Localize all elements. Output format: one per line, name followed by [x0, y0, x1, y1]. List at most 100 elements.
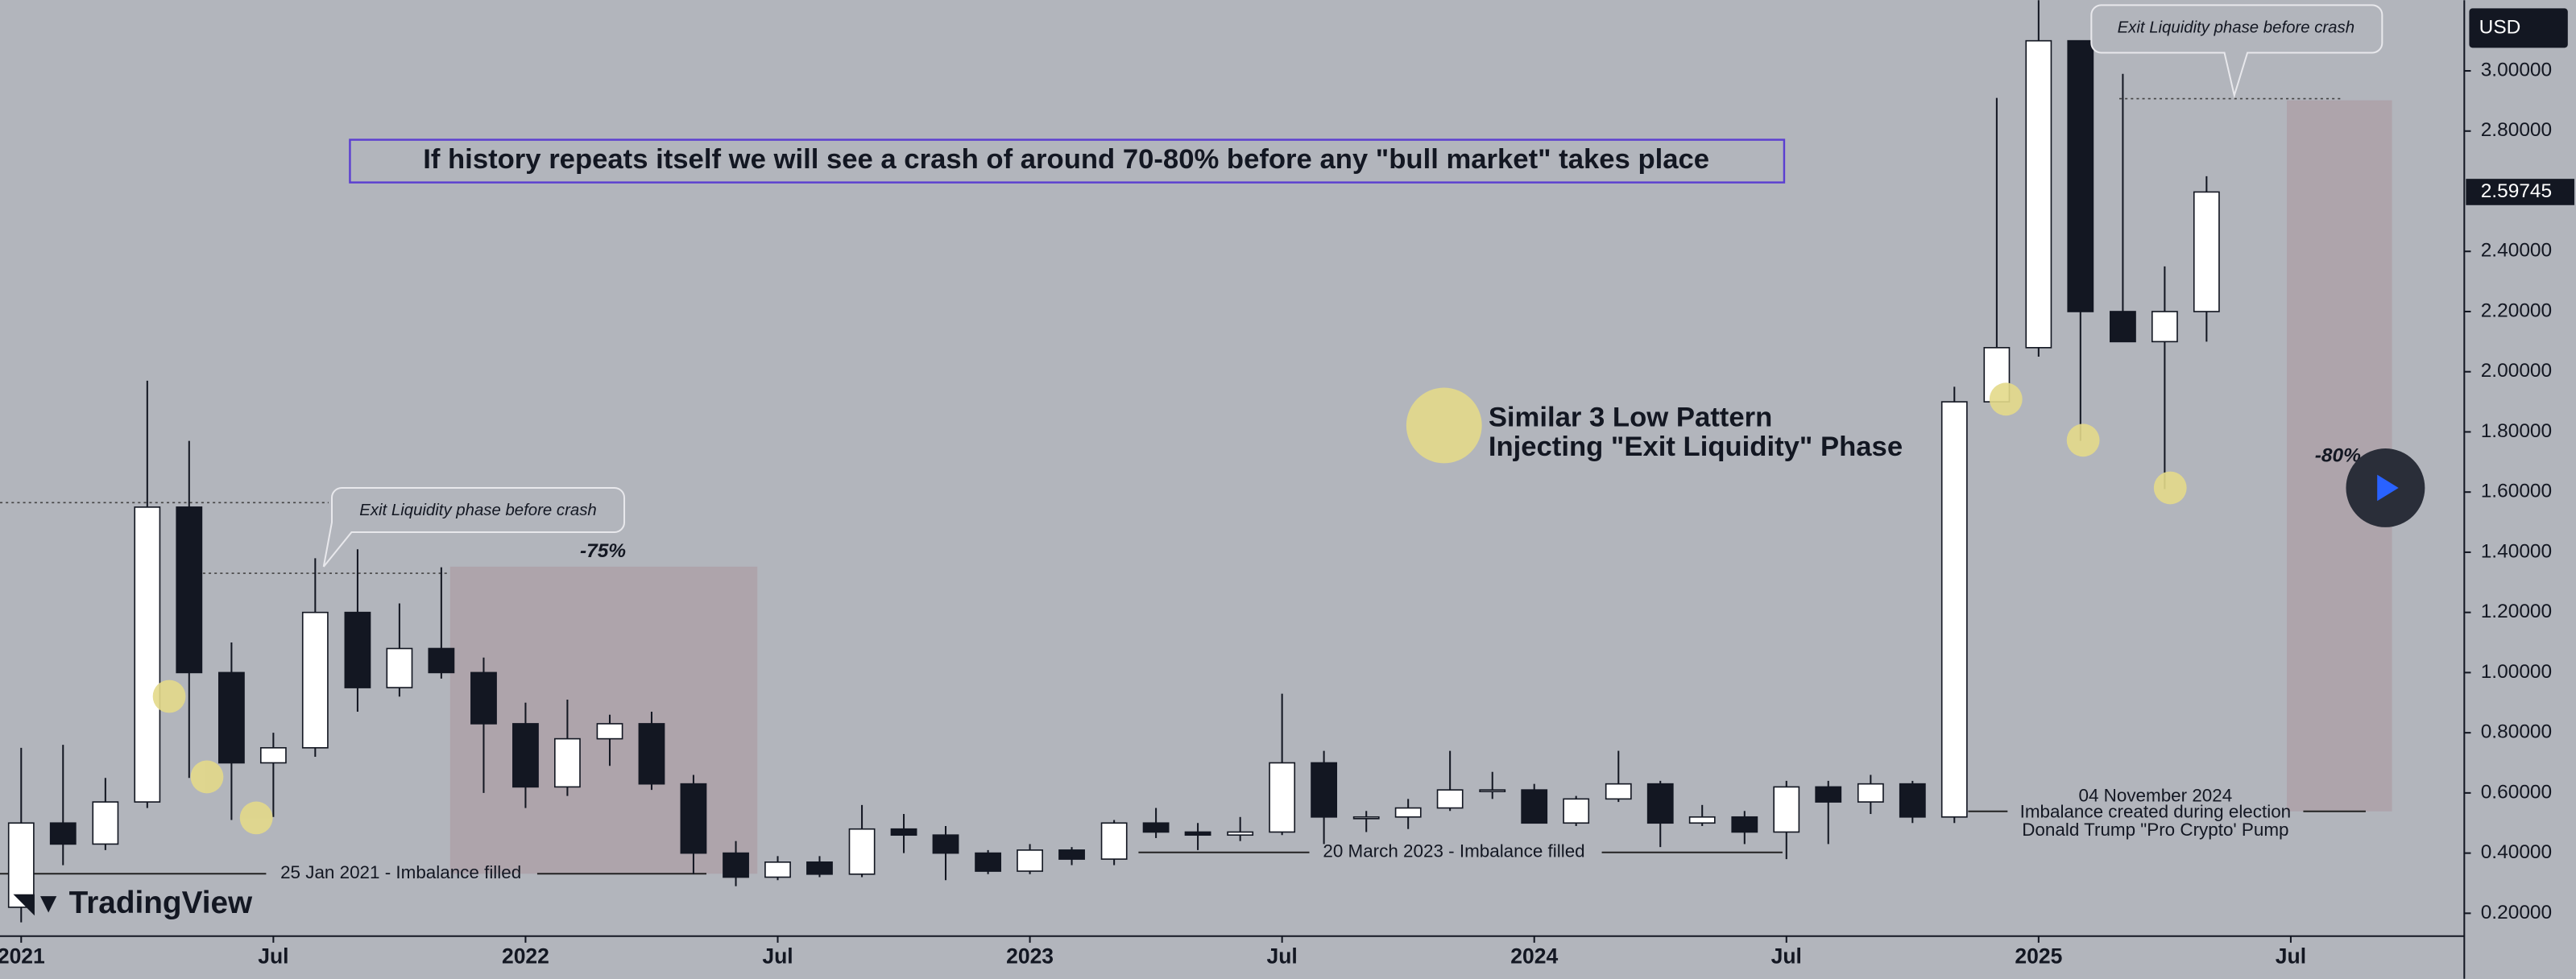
candle-body	[1563, 798, 1590, 824]
play-button[interactable]	[2346, 448, 2425, 527]
x-tick-label: Jul	[258, 944, 288, 968]
x-tick-label: Jul	[1266, 944, 1297, 968]
x-tick-label: 2023	[1006, 944, 1054, 968]
y-tick-label: 1.60000	[2481, 481, 2552, 502]
y-tick-label: 0.20000	[2481, 902, 2552, 923]
candle-body	[1815, 786, 1842, 803]
candle-body	[134, 506, 161, 803]
x-tick-label: 2021	[0, 944, 45, 968]
x-tick-label: Jul	[2276, 944, 2306, 968]
election-label: Donald Trump "Pro Crypto' Pump	[2022, 820, 2288, 840]
candle-body	[1731, 816, 1758, 833]
low-markers	[152, 382, 2187, 835]
candle-body	[1311, 762, 1338, 818]
candle-body	[1479, 789, 1506, 792]
candle-body	[512, 723, 539, 788]
low-marker	[152, 680, 186, 713]
x-tick-label: Jul	[1771, 944, 1802, 968]
candle-body	[259, 747, 287, 764]
imbalance-label: 25 Jan 2021 - Imbalance filled	[280, 862, 521, 882]
callout-text: Exit Liquidity phase before crash	[359, 502, 596, 519]
candle-body	[1646, 783, 1674, 824]
currency: USD	[2479, 16, 2521, 38]
candle-body	[49, 822, 77, 845]
low-marker	[239, 801, 273, 835]
candle-body	[723, 852, 749, 878]
y-tick-label: 1.20000	[2481, 601, 2552, 622]
candle-body	[1773, 786, 1800, 833]
x-tick-label: 2022	[502, 944, 549, 968]
last-price-tag	[2466, 179, 2574, 205]
axes: 0.20000 0.40000 0.60000 0.80000 1.00000 1.200…	[0, 60, 2574, 968]
candle-body	[1605, 783, 1632, 800]
candle-body	[470, 671, 497, 725]
candle-body	[344, 611, 371, 688]
low-marker	[190, 760, 224, 794]
y-tick-label: 2.80000	[2481, 119, 2552, 141]
pattern-label: Injecting "Exit Liquidity" Phase	[1489, 432, 1903, 462]
candle-body	[301, 611, 329, 749]
candle-body	[553, 737, 581, 788]
candle-body	[217, 671, 245, 764]
pattern-label: Similar 3 Low Pattern	[1489, 402, 1772, 432]
candle-body	[1100, 822, 1128, 860]
y-tick-label: 0.40000	[2481, 841, 2552, 863]
candle-body	[806, 861, 833, 875]
candle-body	[428, 647, 455, 674]
candle-body	[1227, 831, 1254, 836]
candle-body	[176, 506, 203, 674]
x-tick-label: Jul	[762, 944, 793, 968]
headline: If history repeats itself we will see a …	[423, 144, 1709, 175]
candle-body	[2151, 311, 2178, 343]
candle-body	[7, 822, 35, 908]
candle-body	[386, 647, 413, 688]
low-marker	[1989, 382, 2023, 416]
candle-body	[1142, 822, 1170, 833]
election-label: 04 November 2024	[2079, 785, 2233, 805]
candle-body	[890, 828, 917, 836]
candle-body	[2110, 311, 2136, 343]
y-tick-label: 0.60000	[2481, 781, 2552, 803]
drop-label: -75%	[580, 540, 626, 562]
candle-body	[1857, 783, 1884, 803]
candle-body	[680, 783, 707, 854]
watermark: ◥▼	[13, 888, 62, 919]
candle-body	[764, 861, 791, 878]
y-tick-label: 1.80000	[2481, 420, 2552, 442]
headline-box	[349, 138, 1786, 184]
last-price-label: 2.59745	[2481, 180, 2552, 202]
x-tick-label: 2024	[1510, 944, 1558, 968]
y-tick-label: 1.00000	[2481, 661, 2552, 683]
candle-body	[1352, 816, 1380, 820]
callout-box	[322, 486, 626, 568]
y-tick-label: 2.00000	[2481, 360, 2552, 382]
y-tick-label: 1.40000	[2481, 540, 2552, 562]
candle-body	[2025, 39, 2052, 349]
y-tick-label: 2.20000	[2481, 299, 2552, 321]
plot-area: If history repeats itself we will see a …	[0, 0, 2425, 923]
candles	[7, 0, 2220, 923]
candle-body	[1394, 807, 1422, 818]
callout-text: Exit Liquidity phase before crash	[2118, 19, 2354, 36]
candle-body	[1688, 816, 1716, 824]
candle-body	[2067, 39, 2094, 312]
y-tick-label: 3.00000	[2481, 60, 2552, 81]
watermark-icon: ◥▼	[13, 888, 62, 919]
candle-body	[975, 852, 1002, 872]
candle-body	[932, 834, 959, 854]
play-icon[interactable]	[2377, 474, 2399, 502]
candle-body	[1017, 849, 1043, 872]
pattern-marker	[1406, 387, 1482, 464]
drop-label: -80%	[2315, 445, 2361, 467]
x-tick-label: 2025	[2015, 944, 2062, 968]
candle-body	[848, 828, 876, 875]
y-tick-label: 0.80000	[2481, 721, 2552, 743]
candle-body	[1269, 762, 1296, 833]
candle-body	[1184, 831, 1211, 836]
candle-body	[1436, 789, 1464, 809]
currency-box	[2469, 8, 2568, 48]
candle-body	[1521, 789, 1548, 824]
election-label: Imbalance created during election	[2020, 802, 2292, 822]
